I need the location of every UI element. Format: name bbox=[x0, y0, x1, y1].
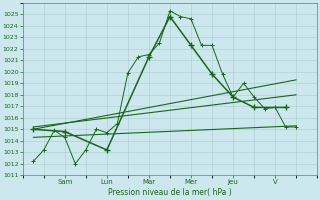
X-axis label: Pression niveau de la mer( hPa ): Pression niveau de la mer( hPa ) bbox=[108, 188, 232, 197]
